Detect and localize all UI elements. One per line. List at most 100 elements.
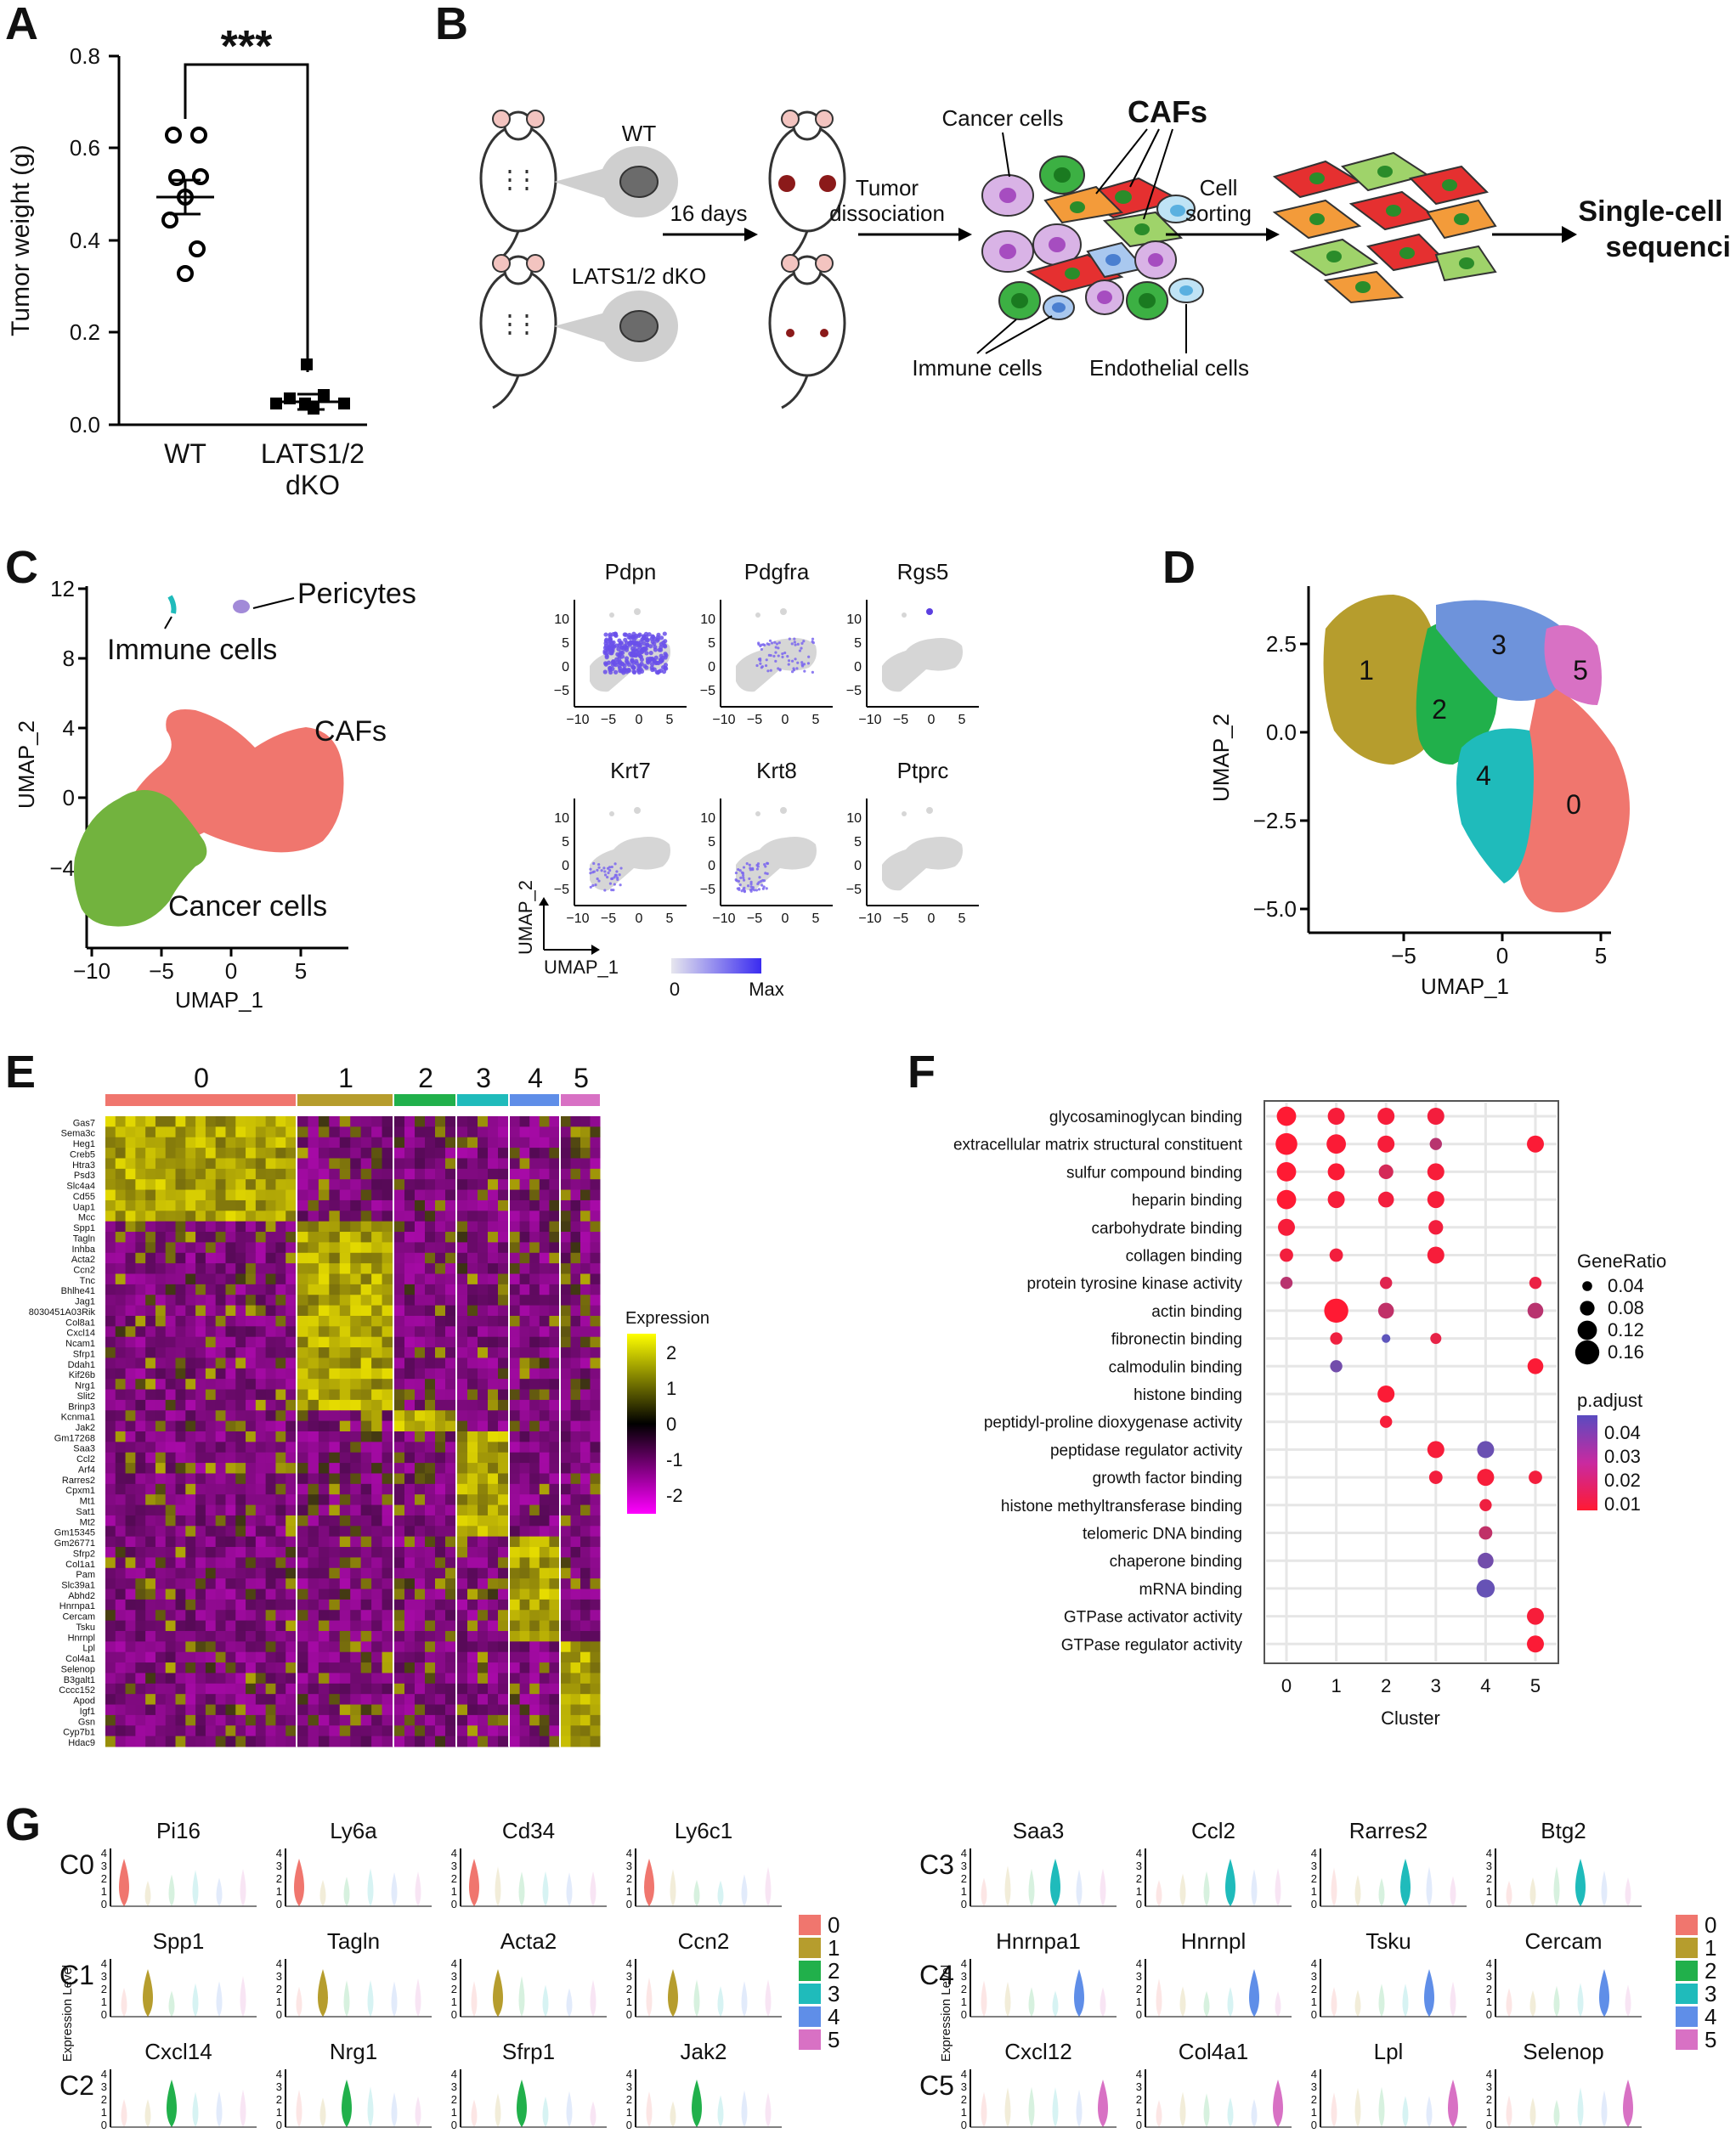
e-heat-cell — [360, 1651, 372, 1663]
e-heat-cell — [445, 1736, 456, 1747]
e-heat-cell — [275, 1431, 286, 1442]
e-heat-cell — [175, 1463, 186, 1474]
e-heat-cell — [205, 1315, 217, 1327]
e-heat-cell — [135, 1736, 146, 1747]
e-heat-cell — [246, 1662, 257, 1673]
e-heat-cell — [570, 1452, 581, 1464]
g-ytick: 4 — [451, 1957, 457, 1970]
f-term-label: GTPase regulator activity — [1061, 1636, 1243, 1654]
e-heat-cell — [435, 1158, 446, 1170]
g-ytick: 1 — [1136, 1995, 1142, 2008]
e-heat-cell — [590, 1736, 601, 1747]
panel-b: B WT LATS1/2 dKO — [435, 0, 1730, 409]
e-heat-cell — [457, 1232, 468, 1243]
e-heat-cell — [488, 1483, 499, 1495]
e-heat-cell — [275, 1452, 286, 1464]
e-heat-cell — [561, 1137, 571, 1149]
sorted-cafs-icon — [1272, 151, 1497, 304]
e-heat-cell — [590, 1547, 601, 1558]
e-heat-cell — [350, 1547, 362, 1558]
e-heat-cell — [339, 1473, 351, 1485]
e-heat-cell — [297, 1736, 308, 1747]
e-heat-cell — [265, 1126, 276, 1138]
e-heat-cell — [394, 1736, 405, 1747]
e-heat-cell — [457, 1410, 468, 1422]
e-heat-cell — [445, 1442, 456, 1453]
g-ytick: 4 — [276, 1957, 282, 1970]
sequencing-arrow-head — [1562, 226, 1577, 243]
g-legend-label: 2 — [828, 1958, 840, 1984]
d-cluster-1 — [1323, 595, 1440, 765]
e-heat-cell — [590, 1557, 601, 1569]
e-heat-cell — [246, 1221, 257, 1233]
e-heat-cell — [415, 1452, 426, 1464]
e-heat-cell — [590, 1589, 601, 1600]
e-heat-cell — [145, 1336, 156, 1348]
e-heat-cell — [580, 1483, 591, 1495]
e-heat-cell — [235, 1610, 246, 1622]
a-ytick: 0.4 — [70, 228, 100, 253]
e-heat-cell — [467, 1284, 478, 1295]
feature-ytick: −5 — [554, 684, 569, 698]
e-heat-cell — [195, 1148, 206, 1159]
e-heat-cell — [549, 1504, 560, 1516]
b-endothelial-label: Endothelial cells — [1089, 355, 1249, 381]
g-ytick: 0 — [626, 2119, 632, 2131]
e-heat-cell — [570, 1641, 581, 1653]
g-violin-shape — [1426, 1866, 1433, 1906]
e-heat-cell — [404, 1336, 416, 1348]
e-heat-cell — [155, 1326, 167, 1338]
f-dot — [1377, 1135, 1395, 1153]
e-heat-cell — [195, 1410, 206, 1422]
e-heat-cell — [350, 1557, 362, 1569]
e-heat-cell — [155, 1651, 167, 1663]
e-heat-cell — [404, 1232, 416, 1243]
e-heat-cell — [286, 1483, 297, 1495]
e-heat-cell — [457, 1725, 468, 1737]
e-heat-cell — [580, 1379, 591, 1391]
e-heat-cell — [467, 1189, 478, 1201]
e-heat-cell — [498, 1547, 509, 1558]
e-heat-cell — [255, 1242, 267, 1254]
e-heat-cell — [318, 1199, 330, 1211]
g-ytick: 3 — [961, 2080, 967, 2093]
e-heat-cell — [215, 1189, 226, 1201]
e-heat-cell — [561, 1483, 571, 1495]
f-term-label: carbohydrate binding — [1092, 1220, 1242, 1238]
e-heat-cell — [246, 1504, 257, 1516]
e-heat-cell — [561, 1725, 571, 1737]
e-heat-cell — [125, 1158, 136, 1170]
e-gene-label: Sfrp2 — [73, 1549, 95, 1559]
e-heat-cell — [255, 1315, 267, 1327]
e-heat-cell — [467, 1252, 478, 1264]
g-ytick: 3 — [961, 1860, 967, 1872]
e-heat-cell — [519, 1232, 530, 1243]
e-heat-cell — [135, 1714, 146, 1726]
e-heat-cell — [467, 1463, 478, 1474]
e-heat-cell — [529, 1326, 540, 1338]
e-heat-cell — [561, 1273, 571, 1285]
e-heat-cell — [115, 1473, 127, 1485]
e-heat-cell — [539, 1578, 550, 1589]
e-heat-cell — [394, 1452, 405, 1464]
e-heat-cell — [394, 1410, 405, 1422]
e-heat-cell — [286, 1116, 297, 1127]
e-heat-cell — [235, 1704, 246, 1716]
e-heat-cell — [549, 1589, 560, 1600]
e-heat-cell — [394, 1399, 405, 1411]
feature-xtick: −5 — [601, 713, 616, 727]
e-heat-cell — [590, 1483, 601, 1495]
e-heat-cell — [590, 1116, 601, 1127]
e-heat-cell — [404, 1410, 416, 1422]
e-heat-cell — [286, 1126, 297, 1138]
e-heat-cell — [488, 1673, 499, 1685]
e-heat-cell — [286, 1252, 297, 1264]
e-heat-cell — [185, 1483, 196, 1495]
panel-label-f: F — [907, 1047, 936, 1098]
e-heat-cell — [286, 1536, 297, 1548]
c-xtick: −5 — [149, 958, 174, 984]
e-heat-cell — [529, 1610, 540, 1622]
e-heat-cell — [297, 1494, 308, 1506]
